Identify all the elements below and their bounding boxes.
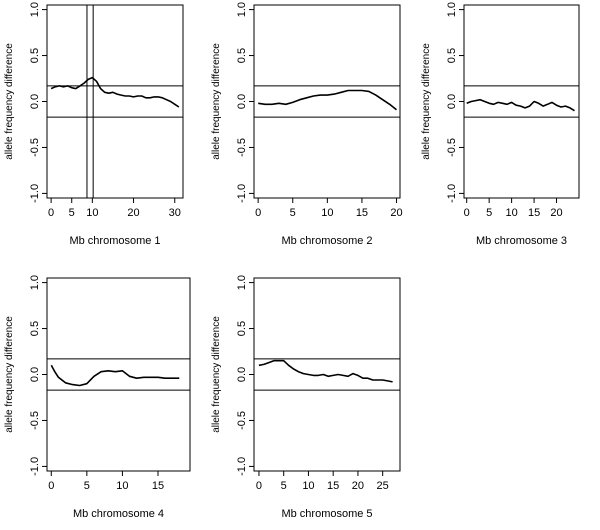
y-tick-label: -1.0: [29, 184, 41, 203]
x-tick-label: 10: [321, 207, 333, 219]
panel-chromosome-3: 0 5 10 15 20 -1.0 -0.5 0.0 0.5 1.0 Mb chromosome 3…: [421, 2, 580, 247]
x-tick-label: 15: [152, 480, 164, 492]
y-tick-label: -1.0: [236, 184, 248, 203]
x-tick-label: 15: [327, 480, 339, 492]
allele-difference-line: [258, 89, 397, 111]
y-tick-label: -0.5: [236, 138, 248, 157]
x-tick-label: 20: [127, 207, 139, 219]
x-tick-label: 5: [290, 207, 296, 219]
x-tick-label: 30: [169, 207, 181, 219]
plot-frame: [46, 4, 184, 199]
x-tick-label: 10: [505, 207, 517, 219]
allele-difference-line: [50, 364, 180, 387]
y-axis-label: allele frequency difference: [211, 316, 222, 433]
x-tick-label: 10: [86, 207, 98, 219]
y-tick-label: -0.5: [446, 138, 458, 157]
y-tick-label: 0.0: [29, 367, 41, 382]
x-tick-label: 20: [390, 207, 402, 219]
x-axis-label: Mb chromosome 2: [281, 235, 372, 247]
panel-chromosome-2: 0 5 10 15 20 -1.0 -0.5 0.0 0.5 1.0 Mb chromosome 2…: [211, 2, 403, 247]
plot-frame: [46, 277, 191, 472]
y-tick-label: 0.0: [29, 94, 41, 109]
y-tick-label: 0.0: [446, 94, 458, 109]
x-tick-label: 0: [48, 480, 54, 492]
x-tick-label: 0: [48, 207, 54, 219]
x-axis-label: Mb chromosome 5: [281, 508, 372, 520]
x-tick-label: 10: [302, 480, 314, 492]
y-axis-label: allele frequency difference: [211, 43, 222, 160]
panel-chromosome-5: 0 5 10 15 20 25 -1.0 -0.5 0.0 0.5 1.0 Mb chromosome…: [211, 275, 401, 520]
x-tick-label: 0: [255, 207, 261, 219]
y-tick-label: 1.0: [29, 2, 41, 17]
y-tick-label: -0.5: [29, 138, 41, 157]
y-tick-label: 0.0: [236, 367, 248, 382]
plot-frame: [253, 4, 401, 199]
y-tick-label: 1.0: [446, 2, 458, 17]
y-tick-label: -1.0: [446, 184, 458, 203]
x-tick-label: 5: [84, 480, 90, 492]
y-tick-label: -1.0: [236, 457, 248, 476]
y-tick-label: 1.0: [29, 275, 41, 290]
allele-difference-line: [50, 76, 180, 108]
x-tick-label: 5: [69, 207, 75, 219]
y-tick-label: 0.5: [29, 48, 41, 63]
y-tick-label: 1.0: [236, 275, 248, 290]
x-tick-label: 15: [356, 207, 368, 219]
y-tick-label: -0.5: [29, 411, 41, 430]
y-tick-label: 0.5: [236, 321, 248, 336]
x-tick-label: 0: [464, 207, 470, 219]
y-tick-label: 0.5: [29, 321, 41, 336]
x-tick-label: 5: [281, 480, 287, 492]
y-axis-label: allele frequency difference: [4, 43, 15, 160]
y-axis-label: allele frequency difference: [4, 316, 15, 433]
x-tick-label: 0: [256, 480, 262, 492]
x-tick-label: 15: [528, 207, 540, 219]
x-axis-label: Mb chromosome 4: [73, 508, 164, 520]
x-tick-label: 5: [486, 207, 492, 219]
x-axis-label: Mb chromosome 3: [476, 235, 567, 247]
y-axis-label: allele frequency difference: [421, 43, 432, 160]
y-tick-label: 0.0: [236, 94, 248, 109]
plot-frame: [253, 277, 401, 472]
panel-chromosome-4: 0 5 10 15 -1.0 -0.5 0.0 0.5 1.0 Mb chromosome 4 al…: [4, 275, 191, 520]
plot-frame: [463, 4, 580, 199]
panel-chromosome-1: 0 5 10 20 30 -1.0 -0.5 0.0 0.5 1.0 Mb chromosome 1…: [4, 2, 184, 247]
x-axis-label: Mb chromosome 1: [69, 235, 160, 247]
y-tick-label: 1.0: [236, 2, 248, 17]
y-tick-label: -1.0: [29, 457, 41, 476]
x-tick-label: 10: [116, 480, 128, 492]
x-tick-label: 20: [550, 207, 562, 219]
allele-difference-line: [258, 359, 393, 383]
y-tick-label: -0.5: [236, 411, 248, 430]
x-tick-label: 20: [352, 480, 364, 492]
y-tick-label: 0.5: [236, 48, 248, 63]
x-tick-label: 25: [377, 480, 389, 492]
allele-difference-line: [466, 98, 575, 112]
y-tick-label: 0.5: [446, 48, 458, 63]
